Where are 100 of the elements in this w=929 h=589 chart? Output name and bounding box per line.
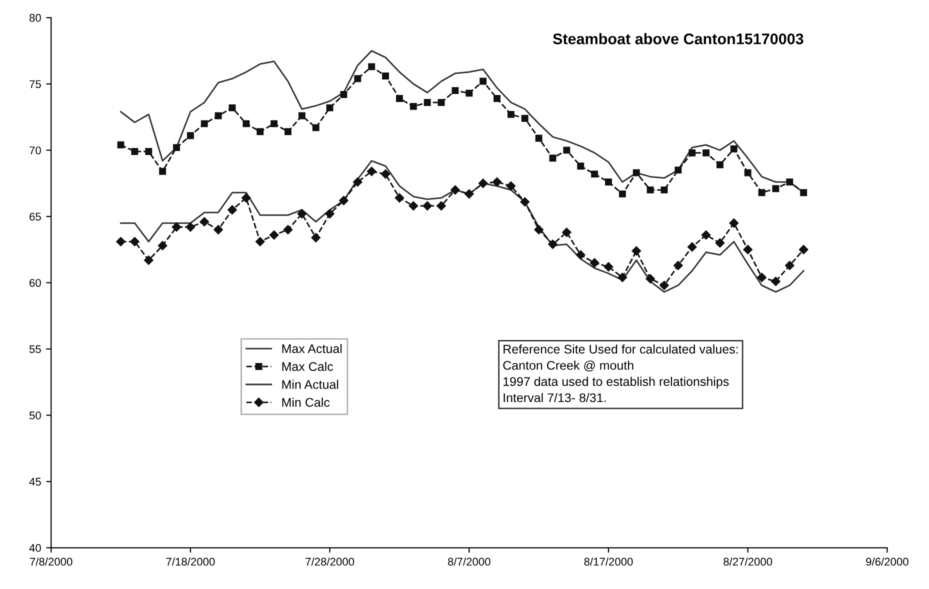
point (339, 196, 348, 206)
y-tick-label: 80 (30, 14, 41, 22)
point (507, 110, 514, 118)
point (340, 91, 348, 98)
point (242, 193, 251, 203)
point (605, 178, 612, 186)
point (521, 114, 528, 122)
point (312, 124, 320, 132)
point (466, 90, 473, 97)
x-tick-label: 9/6/2000 (866, 557, 908, 566)
point (311, 233, 320, 242)
x-tick-label: 8/27/2000 (724, 557, 772, 566)
point (158, 240, 168, 250)
point (159, 168, 166, 175)
point (410, 102, 417, 110)
y-tick-label: 65 (30, 212, 41, 221)
point (548, 240, 558, 249)
point (200, 120, 208, 128)
point (771, 276, 780, 286)
point (354, 75, 362, 82)
point (674, 166, 682, 174)
point (255, 237, 265, 246)
point (256, 128, 264, 136)
y-tick-label: 40 (29, 544, 41, 552)
y-tick-label: 75 (30, 80, 41, 88)
point (298, 112, 306, 120)
point (368, 63, 376, 70)
point (422, 201, 432, 210)
point (116, 237, 126, 246)
x-tick-label: 7/18/2000 (166, 557, 215, 566)
point (452, 87, 459, 94)
point (701, 230, 711, 240)
point (173, 144, 180, 152)
y-tick-label: 60 (30, 278, 41, 287)
point (394, 193, 404, 203)
point (785, 260, 794, 270)
point (758, 189, 766, 196)
point (562, 228, 572, 237)
legend-label: Min Actual (282, 380, 338, 389)
point (200, 217, 210, 226)
point (284, 128, 292, 136)
point (353, 177, 362, 187)
x-tick-label: 7/8/2000 (30, 557, 72, 566)
y-tick-label: 55 (29, 345, 41, 354)
point (535, 134, 542, 142)
x-tick-label: 8/17/2000 (584, 557, 633, 566)
point (145, 148, 152, 155)
point (366, 166, 376, 176)
legend-label: Max Actual (282, 344, 342, 354)
point (702, 149, 710, 156)
point (382, 72, 390, 80)
x-tick-label: 8/7/2000 (448, 557, 490, 566)
point (520, 197, 530, 207)
point (604, 262, 614, 272)
text: Steamboat above Canton15170003 (552, 33, 804, 44)
point (480, 78, 487, 85)
point (242, 120, 250, 128)
point (660, 186, 668, 194)
point (660, 280, 669, 290)
point (577, 162, 584, 170)
point (464, 189, 474, 199)
point (494, 95, 500, 102)
point (632, 169, 640, 176)
point (800, 189, 808, 196)
point (632, 246, 641, 256)
point (144, 256, 154, 265)
point (716, 161, 724, 168)
point (646, 186, 654, 194)
point (408, 201, 418, 210)
point (591, 170, 598, 178)
y-tick-label: 70 (30, 146, 41, 154)
point (228, 205, 237, 214)
point (214, 225, 223, 234)
point (549, 154, 556, 162)
point (744, 169, 752, 176)
legend-label: Min Calc (282, 398, 330, 407)
point (214, 112, 222, 120)
point (506, 181, 516, 191)
point (688, 149, 696, 156)
point (228, 104, 236, 112)
point (283, 225, 293, 234)
point (325, 209, 334, 218)
point (326, 104, 334, 112)
point (798, 244, 808, 254)
point (715, 238, 725, 248)
point (436, 201, 446, 210)
point (786, 178, 794, 186)
point (297, 209, 307, 218)
point (730, 145, 738, 152)
y-tick-label: 50 (29, 412, 41, 420)
annotation: Reference Site Used for calculated values: Canton Creek @ mouth 1997 data used to establish relationships Interval 7/13- 8/31. (503, 344, 738, 402)
point (687, 242, 697, 252)
point (576, 250, 586, 260)
point (172, 222, 182, 232)
point (534, 225, 544, 234)
point (117, 141, 124, 148)
point (618, 190, 626, 198)
x-tick-label: 7/28/2000 (306, 557, 354, 566)
point (478, 178, 488, 188)
point (590, 258, 600, 268)
